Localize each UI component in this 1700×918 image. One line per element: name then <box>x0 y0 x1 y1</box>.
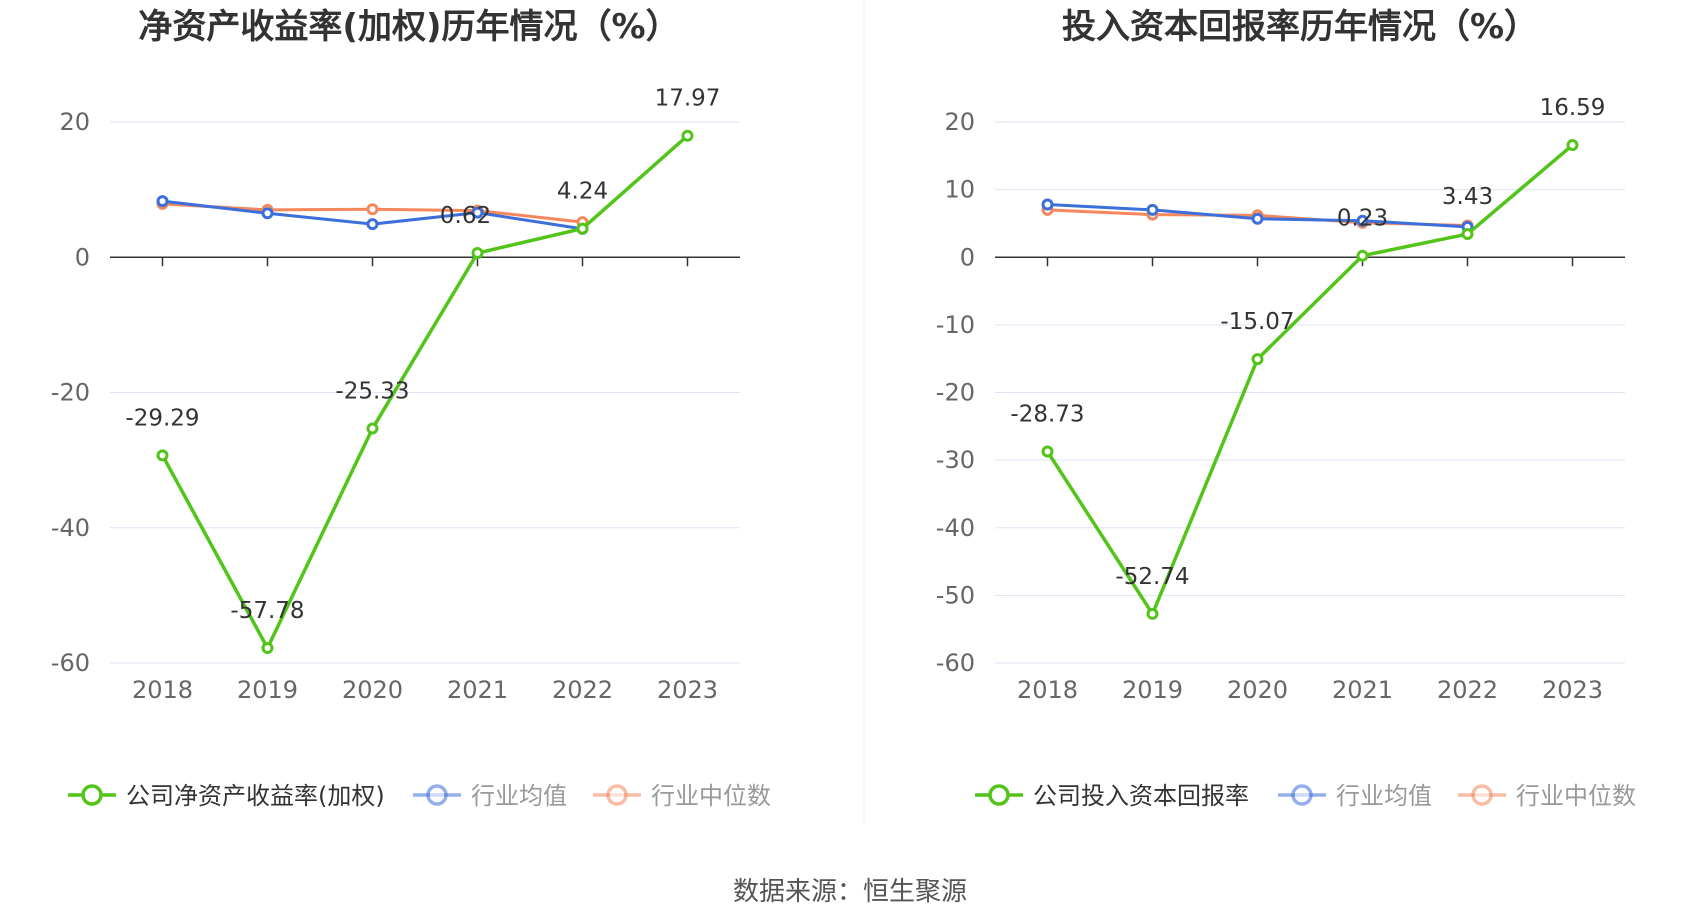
y-tick-label: -60 <box>51 649 90 677</box>
data-point <box>1146 203 1159 216</box>
y-tick-label: 20 <box>944 108 975 136</box>
source-text: 数据来源：恒生聚源 <box>733 877 967 907</box>
data-point <box>1461 228 1474 241</box>
data-point <box>366 422 379 435</box>
data-point <box>1356 214 1369 227</box>
series-line <box>1046 143 1574 616</box>
data-point <box>471 247 484 260</box>
legend-item: 行业均值 <box>413 782 567 810</box>
x-tick-label: 2018 <box>132 676 193 704</box>
chart-title: 净资产收益率(加权)历年情况（%） <box>138 7 679 47</box>
data-label: -57.78 <box>230 598 304 624</box>
y-tick-label: 10 <box>944 176 975 204</box>
x-tick-label: 2022 <box>552 676 613 704</box>
data-point <box>1566 139 1579 152</box>
y-tick-label: -20 <box>936 379 975 407</box>
legend-label: 行业中位数 <box>651 782 771 810</box>
x-tick-label: 2020 <box>342 676 403 704</box>
legend-marker <box>988 784 1010 806</box>
y-tick-label: 0 <box>960 243 975 271</box>
data-label: -28.73 <box>1010 402 1084 428</box>
data-point <box>1041 445 1054 458</box>
legend-marker <box>1471 784 1493 806</box>
legend-label: 行业中位数 <box>1516 782 1636 810</box>
data-label: -25.33 <box>335 379 409 405</box>
data-point <box>471 206 484 219</box>
legend-item: 公司净资产收益率(加权) <box>68 782 385 810</box>
data-point <box>681 129 694 142</box>
x-tick-label: 2023 <box>657 676 718 704</box>
y-tick-label: -40 <box>51 514 90 542</box>
y-tick-label: 0 <box>75 243 90 271</box>
data-point <box>366 203 379 216</box>
x-tick-label: 2019 <box>237 676 298 704</box>
legend-label: 行业均值 <box>1336 782 1432 810</box>
legend-label: 公司投入资本回报率 <box>1033 782 1249 810</box>
data-label: 0.62 <box>440 203 491 229</box>
legend-item: 行业中位数 <box>1458 782 1636 810</box>
data-point <box>156 449 169 462</box>
y-tick-label: -50 <box>936 581 975 609</box>
data-label: -52.74 <box>1115 564 1189 590</box>
data-point <box>1041 198 1054 211</box>
legend-item: 行业中位数 <box>593 782 771 810</box>
y-tick-label: 20 <box>59 108 90 136</box>
data-label: -29.29 <box>125 405 199 431</box>
chart-panel-1: 净资产收益率(加权)历年情况（%） 20 0 -20 -40 -60 2018 2019 202… <box>51 7 771 810</box>
data-label: 4.24 <box>557 179 608 205</box>
chart-panel-2: 投入资本回报率历年情况（%） 20 10 0 -10 -20 -30 -40 -50 -60 201… <box>936 7 1636 810</box>
x-tick-label: 2021 <box>447 676 508 704</box>
legend-item: 行业均值 <box>1278 782 1432 810</box>
x-tick-label: 2023 <box>1542 676 1603 704</box>
y-tick-label: -40 <box>936 514 975 542</box>
data-point <box>1251 353 1264 366</box>
legend-item: 公司投入资本回报率 <box>975 782 1249 810</box>
series-line <box>160 134 689 650</box>
data-label: 0.23 <box>1337 206 1388 232</box>
x-tick-label: 2022 <box>1437 676 1498 704</box>
y-tick-label: -10 <box>936 311 975 339</box>
data-point <box>261 641 274 654</box>
data-point <box>1251 212 1264 225</box>
y-tick-label: -30 <box>936 446 975 474</box>
data-point <box>366 218 379 231</box>
legend-marker <box>426 784 448 806</box>
data-label: -15.07 <box>1220 309 1294 335</box>
data-point <box>156 195 169 208</box>
data-point <box>1356 249 1369 262</box>
y-tick-label: -20 <box>51 379 90 407</box>
data-point <box>1146 607 1159 620</box>
data-label: 17.97 <box>655 86 721 112</box>
data-label: 16.59 <box>1540 95 1606 121</box>
data-point <box>576 222 589 235</box>
y-tick-label: -60 <box>936 649 975 677</box>
x-tick-label: 2020 <box>1227 676 1288 704</box>
legend-marker <box>81 784 103 806</box>
legend-label: 公司净资产收益率(加权) <box>126 782 385 810</box>
data-label: 3.43 <box>1442 184 1493 210</box>
x-tick-label: 2021 <box>1332 676 1393 704</box>
legend-label: 行业均值 <box>471 782 567 810</box>
x-tick-label: 2019 <box>1122 676 1183 704</box>
data-point <box>261 207 274 220</box>
legend-marker <box>606 784 628 806</box>
x-tick-label: 2018 <box>1017 676 1078 704</box>
legend-marker <box>1291 784 1313 806</box>
chart-title: 投入资本回报率历年情况（%） <box>1062 7 1538 47</box>
